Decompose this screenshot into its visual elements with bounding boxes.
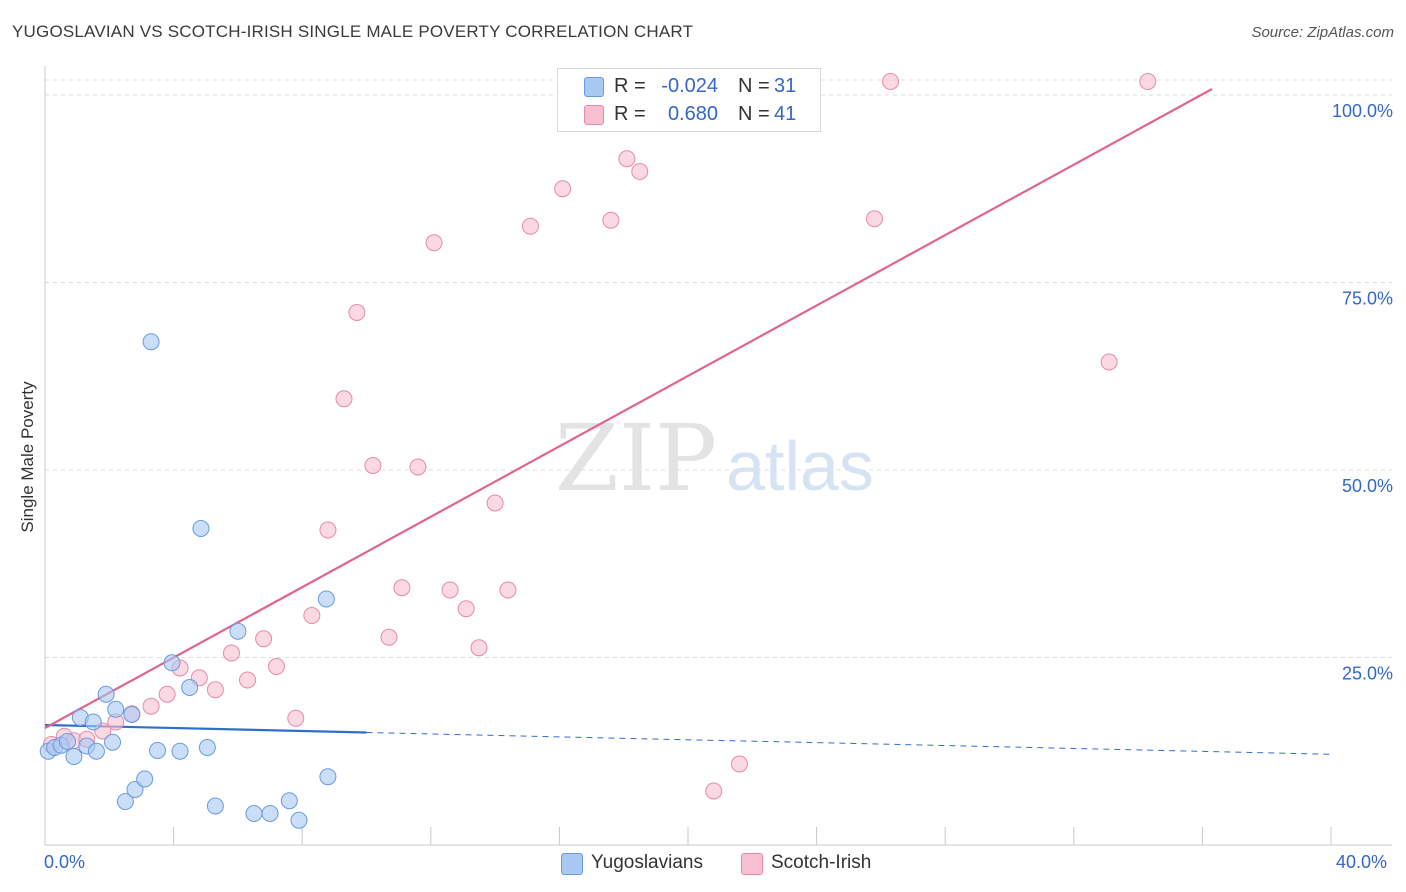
y-axis-label: Single Male Poverty [18,381,37,533]
scotch-irish-point [865,210,883,228]
points-layer [39,73,1157,829]
yugoslavians-point [206,797,224,815]
yugoslavians-point [107,700,125,718]
x-tick-label-max: 40.0% [1336,852,1388,872]
watermark: ZIP atlas [555,405,874,512]
scotch-irish-point [287,709,305,727]
scotch-irish-point [1100,353,1118,371]
legend-r-label: R = [614,103,646,125]
y-tick-label: 25.0% [1342,664,1393,684]
axes-layer [44,66,1392,846]
yugoslavians-swatch [584,77,604,97]
yugoslavians-point [245,805,263,822]
scotch-irish-point [882,73,900,90]
yugoslavians-point [126,781,144,798]
legend-n-value: 41 [774,103,797,125]
watermark-atlas: atlas [726,427,874,505]
yugoslavians-point [87,742,105,760]
legend-n-value: 31 [774,75,797,97]
scotch-irish-point [705,782,723,800]
scotch-irish-point [319,521,337,539]
scotch-irish-point [267,658,285,675]
scotch-irish-point [425,234,443,252]
scotch-irish-point [393,579,411,597]
scotch-irish-point [222,644,240,662]
legend-r-label: R = [614,75,646,97]
scotch-irish-point [1139,73,1157,90]
scotch-irish-point [206,681,224,699]
scotch-irish-point [255,630,273,648]
yugoslavians-point [97,685,115,703]
scotch-irish-point [441,581,459,599]
scotch-irish-point [158,685,176,703]
scotch-irish-swatch [584,105,604,125]
legend-n-label: N = [738,103,770,125]
yugoslavians-point [290,811,308,829]
y-tick-label: 50.0% [1342,476,1393,496]
legend-r-value: 0.680 [667,103,718,125]
scotch-irish-point [303,607,321,624]
scotch-irish-point [499,581,517,599]
yugoslavians-point [229,622,247,640]
scotch-irish-point [142,697,160,715]
scotch-irish-point [364,457,382,474]
scotch-irish-point [239,671,257,689]
scotch-irish-point [335,390,353,408]
yugoslavians-point [192,520,210,537]
source-label: Source: ZipAtlas.com [1251,24,1394,41]
legend-n-label: N = [738,75,770,97]
yugoslavians-point [59,733,77,750]
scotch-irish-point [618,150,636,168]
stats-legend: R = -0.024 N = 31 R = 0.680 N = 41 [557,68,821,132]
yugoslavians-point [65,748,83,765]
scotch-irish-point [486,494,504,512]
scotch-irish-point [521,217,539,235]
trend-line-yugoslavians-extension [366,732,1332,755]
yugoslavians-point [198,739,216,756]
yugoslavians-point [171,742,189,760]
yugoslavians-legend-swatch [561,853,583,875]
scotch-irish-point [348,304,366,321]
yugoslavians-point [104,733,122,751]
legend-r-value: -0.024 [661,75,718,97]
yugoslavians-point [261,805,279,822]
series-legend: Yugoslavians Scotch-Irish [0,852,1406,878]
scotch-irish-point [409,458,427,476]
scotch-irish-point [470,639,488,657]
chart-title: YUGOSLAVIAN VS SCOTCH-IRISH SINGLE MALE … [12,22,694,41]
trend-line-scotch-irish [44,88,1213,729]
yugoslavians-point [163,654,181,672]
yugoslavians-point [116,793,134,810]
grid-layer [45,79,1392,658]
y-tick-label: 75.0% [1342,289,1393,309]
scotch-irish-point [602,211,620,229]
yugoslavians-point [123,706,141,723]
scotch-irish-point [457,600,475,618]
yugoslavians-point [136,770,154,788]
scotch-irish-point [554,180,572,198]
scotch-irish-point [631,163,649,180]
legend-label-scotch-irish: Scotch-Irish [771,852,872,873]
watermark-zip: ZIP [555,405,717,512]
yugoslavians-point [84,713,102,731]
legend-label-yugoslavians: Yugoslavians [591,852,703,873]
yugoslavians-point [319,768,337,786]
yugoslavians-point [280,792,298,810]
yugoslavians-point [142,333,160,351]
y-tick-labels: 25.0% 50.0% 75.0% 100.0% [1332,101,1393,684]
scotch-irish-point [730,755,748,773]
y-tick-label: 100.0% [1332,101,1393,121]
scotch-irish-legend-swatch [741,853,763,875]
x-tick-label-min: 0.0% [44,852,86,872]
yugoslavians-point [181,679,199,696]
yugoslavians-point [149,742,167,759]
scotch-irish-point [380,628,398,646]
yugoslavians-point [317,590,335,608]
